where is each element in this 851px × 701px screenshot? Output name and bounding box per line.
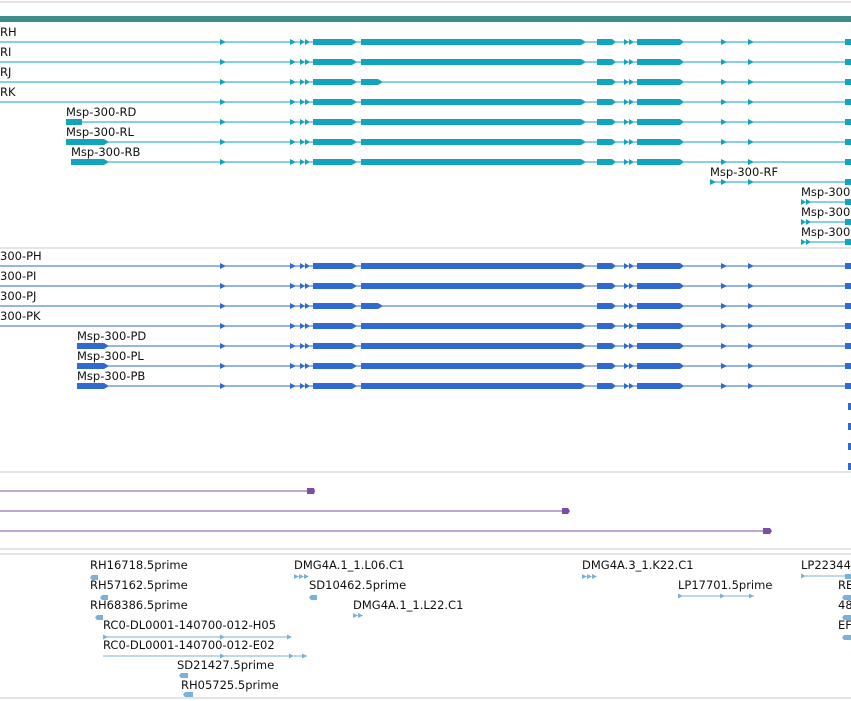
transcript-model[interactable]: [801, 219, 851, 225]
polypeptide-label[interactable]: Msp-300-PD: [77, 329, 146, 343]
transcript-label[interactable]: RK: [0, 85, 16, 99]
est-label[interactable]: RH68386.5prime: [90, 598, 188, 612]
est-label[interactable]: SD21427.5prime: [177, 658, 274, 672]
est-feature[interactable]: [179, 673, 188, 678]
est-feature[interactable]: [100, 595, 108, 600]
polypeptide-model[interactable]: [0, 283, 851, 289]
est-label[interactable]: LP22344: [801, 558, 851, 572]
transcript-model[interactable]: [0, 99, 851, 105]
transcript-label[interactable]: Msp-300-RL: [66, 125, 134, 139]
est-label[interactable]: RE: [838, 578, 851, 592]
transcript-label[interactable]: Msp-300-RB: [71, 145, 140, 159]
transcript-model[interactable]: [801, 239, 851, 245]
polypeptide-label[interactable]: 300-PH: [0, 249, 42, 263]
est-label[interactable]: EF: [838, 618, 851, 632]
polypeptide-model[interactable]: [0, 263, 851, 269]
polypeptide-model[interactable]: [77, 363, 851, 369]
est-feature[interactable]: [95, 615, 103, 620]
transcript-model[interactable]: [0, 79, 851, 85]
est-label[interactable]: SD10462.5prime: [309, 578, 406, 592]
est-feature[interactable]: [103, 634, 292, 640]
est-feature[interactable]: [90, 575, 98, 580]
est-label[interactable]: RH16718.5prime: [90, 558, 188, 572]
transcript-label[interactable]: RH: [0, 25, 17, 39]
transcript-model[interactable]: [710, 179, 851, 185]
polypeptide-label[interactable]: Msp-300-PL: [77, 349, 144, 363]
transcript-label[interactable]: Msp-300: [801, 225, 850, 239]
transcript-model[interactable]: [801, 199, 851, 205]
est-label[interactable]: 48: [838, 598, 851, 612]
protein-alignment[interactable]: [0, 528, 772, 534]
est-feature[interactable]: [842, 615, 851, 620]
transcript-label[interactable]: Msp-300: [801, 185, 850, 199]
est-label[interactable]: DMG4A.1_1.L06.C1: [294, 558, 404, 572]
est-feature[interactable]: [103, 653, 307, 659]
est-feature[interactable]: [801, 573, 851, 580]
gene-span-bar: [0, 16, 851, 22]
transcript-label[interactable]: Msp-300-RF: [710, 165, 778, 179]
polypeptide-model[interactable]: [0, 323, 851, 329]
est-feature[interactable]: [294, 574, 309, 579]
est-feature[interactable]: [353, 613, 363, 618]
polypeptide-label[interactable]: 300-PI: [0, 269, 36, 283]
est-label[interactable]: DMG4A.3_1.K22.C1: [582, 558, 694, 572]
est-feature[interactable]: [582, 574, 597, 579]
est-feature[interactable]: [678, 593, 754, 599]
transcript-model[interactable]: [66, 139, 851, 145]
polypeptide-model[interactable]: [77, 383, 851, 389]
est-label[interactable]: RC0-DL0001-140700-012-H05: [103, 618, 276, 632]
transcript-model[interactable]: [0, 39, 851, 45]
polypeptide-label[interactable]: 300-PJ: [0, 289, 36, 303]
est-feature[interactable]: [842, 595, 851, 600]
transcript-label[interactable]: RI: [0, 45, 11, 59]
est-label[interactable]: RC0-DL0001-140700-012-E02: [103, 638, 275, 652]
transcript-label[interactable]: RJ: [0, 65, 11, 79]
est-label[interactable]: DMG4A.1_1.L22.C1: [353, 598, 463, 612]
est-feature[interactable]: [183, 692, 193, 697]
protein-alignment[interactable]: [0, 488, 315, 494]
transcript-model[interactable]: [0, 59, 851, 65]
est-label[interactable]: RH57162.5prime: [90, 578, 188, 592]
est-feature[interactable]: [842, 635, 851, 640]
transcript-model[interactable]: [71, 159, 851, 165]
transcript-label[interactable]: Msp-300-RD: [66, 105, 136, 119]
est-label[interactable]: RH05725.5prime: [181, 678, 279, 692]
polypeptide-model[interactable]: [77, 343, 851, 349]
protein-alignment[interactable]: [0, 508, 570, 514]
transcript-label[interactable]: Msp-300: [801, 205, 850, 219]
est-label[interactable]: LP17701.5prime: [678, 578, 772, 592]
polypeptide-label[interactable]: Msp-300-PB: [77, 369, 145, 383]
polypeptide-fragment[interactable]: [848, 403, 851, 470]
polypeptide-model[interactable]: [0, 303, 851, 309]
est-feature[interactable]: [309, 595, 317, 600]
polypeptide-label[interactable]: 300-PK: [0, 309, 41, 323]
transcript-model[interactable]: [66, 119, 851, 125]
